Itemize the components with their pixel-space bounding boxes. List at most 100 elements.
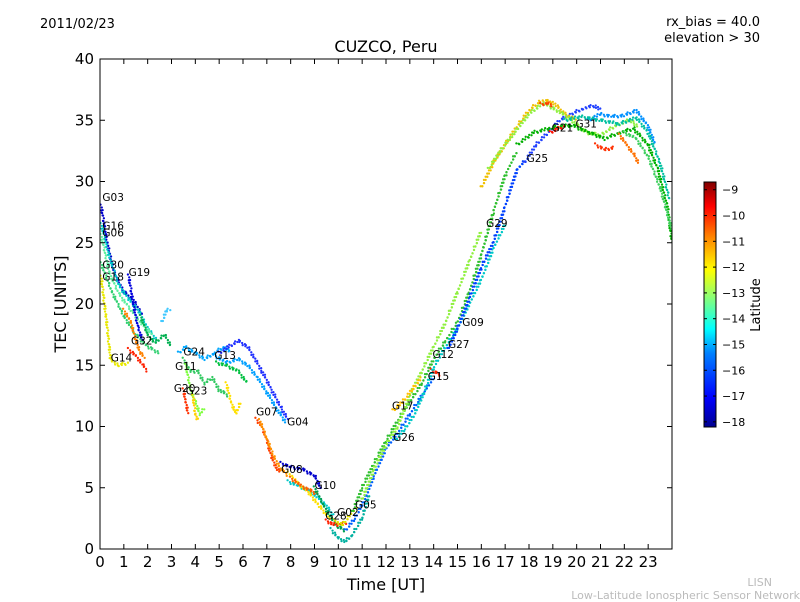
track-point: [633, 126, 636, 129]
track-point: [641, 136, 644, 140]
track-point: [127, 298, 130, 302]
track-point: [280, 408, 284, 411]
track-point: [114, 297, 117, 301]
track-point: [327, 522, 330, 525]
track-point: [282, 413, 286, 416]
track-point: [353, 530, 356, 534]
track-point: [371, 473, 375, 476]
track-point: [277, 403, 281, 406]
track-point: [504, 144, 507, 147]
track-point: [104, 315, 107, 318]
track-point: [256, 362, 259, 365]
track-point: [511, 130, 514, 133]
track-point: [450, 337, 454, 340]
track-point: [132, 352, 136, 355]
track-point: [509, 135, 512, 139]
track-point: [322, 509, 325, 512]
track-point: [281, 419, 285, 422]
track-point: [127, 294, 130, 297]
track-point: [286, 463, 289, 467]
track-point: [472, 277, 475, 281]
track-point: [492, 241, 495, 244]
track-point: [228, 367, 232, 370]
track-point: [282, 464, 285, 467]
track-point: [329, 526, 332, 530]
track-point: [252, 353, 255, 356]
track-point: [486, 251, 489, 254]
track-point: [129, 321, 132, 324]
track-point: [100, 282, 103, 286]
track-point: [569, 118, 572, 121]
track-point: [325, 504, 328, 507]
track-point: [667, 213, 670, 216]
track-point: [492, 246, 495, 250]
track-point: [484, 257, 488, 260]
track-point: [434, 362, 438, 366]
track-point: [613, 134, 617, 137]
track-point: [477, 282, 480, 285]
track-point: [432, 345, 435, 349]
track-point: [134, 335, 137, 338]
track-point: [102, 299, 105, 302]
track-point: [274, 395, 277, 399]
track-point: [192, 396, 195, 399]
track-point: [260, 425, 263, 428]
track-point: [549, 107, 552, 110]
track-point: [154, 336, 158, 339]
track-point: [330, 521, 333, 525]
track-point: [536, 104, 539, 108]
track-point: [653, 161, 656, 164]
track-point: [194, 406, 197, 410]
track-point: [650, 153, 654, 157]
track-point: [134, 354, 138, 357]
track-point: [120, 312, 123, 315]
track-point: [309, 493, 313, 497]
track-point: [508, 164, 511, 167]
track-point: [444, 323, 447, 326]
track-point: [259, 420, 262, 423]
satellite-label: G09: [462, 317, 484, 329]
track-point: [635, 159, 638, 162]
track-point: [631, 118, 634, 121]
track-point: [578, 110, 581, 113]
track-point: [376, 462, 379, 465]
track-point: [420, 399, 423, 402]
track-point: [198, 412, 202, 415]
track-point: [581, 108, 585, 111]
track-point: [633, 108, 636, 112]
track-point: [277, 409, 280, 412]
track-point: [619, 137, 623, 140]
track-point: [526, 116, 529, 119]
track-point: [314, 490, 317, 494]
track-point: [595, 115, 599, 118]
colorbar-tick-label: −17: [722, 390, 745, 403]
track-point: [642, 117, 645, 120]
track-point: [260, 423, 264, 426]
track-point: [168, 343, 172, 346]
track-point: [651, 138, 655, 141]
track-point: [357, 511, 360, 514]
track-point: [217, 347, 220, 350]
track-point: [113, 272, 116, 275]
track-point: [355, 514, 359, 517]
track-point: [263, 373, 267, 376]
track-point: [497, 154, 500, 157]
track-point: [658, 161, 662, 165]
track-point: [187, 376, 191, 379]
track-point: [300, 468, 303, 471]
track-point: [319, 500, 323, 503]
x-tick-label: 16: [472, 553, 491, 571]
track-point: [285, 472, 288, 475]
track-point: [498, 191, 501, 195]
track-point: [625, 143, 629, 146]
track-point: [379, 455, 382, 459]
satellite-label: G04: [287, 416, 309, 428]
track-point: [540, 128, 544, 131]
track-point: [384, 446, 387, 449]
track-point: [633, 128, 637, 132]
track-point: [589, 103, 592, 107]
track-point: [532, 131, 535, 135]
track-point: [668, 226, 671, 230]
track-point: [225, 359, 229, 363]
